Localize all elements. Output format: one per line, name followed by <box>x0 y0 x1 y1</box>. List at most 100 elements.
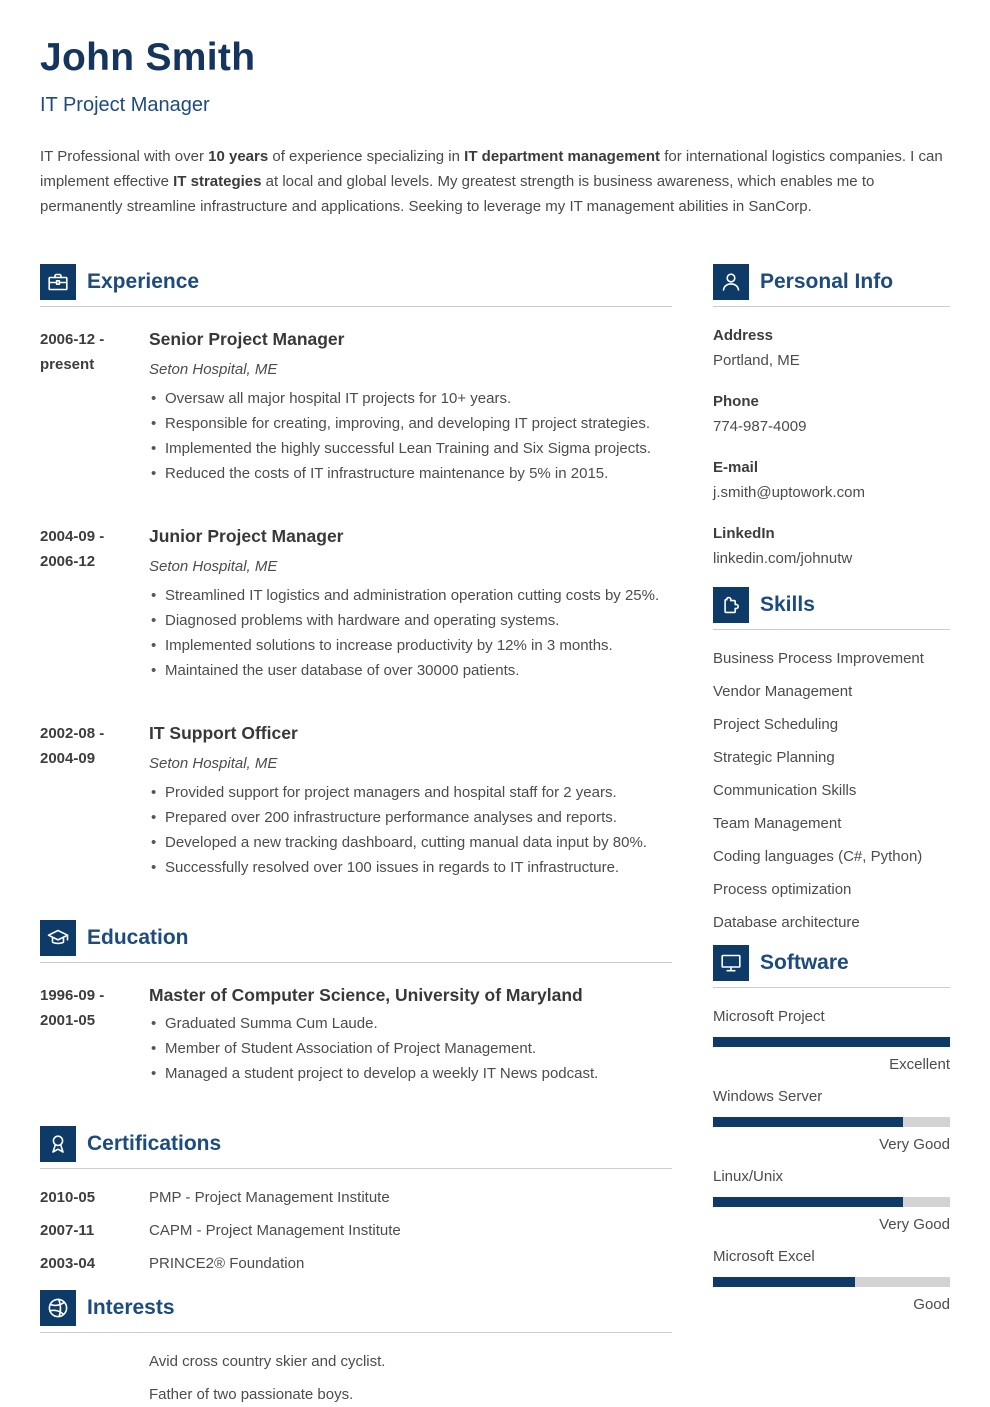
bullet-item: Implemented the highly successful Lean T… <box>149 436 672 461</box>
section-title: Skills <box>760 593 815 617</box>
skill-item: Strategic Planning <box>713 748 835 766</box>
interest-text: Avid cross country skier and cyclist. <box>149 1352 386 1370</box>
date-from: 2006-12 - <box>40 330 105 348</box>
section-education: Education 1996-09 - 2001-05 Master of Comp… <box>40 919 672 1086</box>
summary-bold-segment: 10 years <box>208 147 269 165</box>
entry-dates: 2004-09 - 2006-12 <box>40 524 149 683</box>
personal-info-field: Address Portland, ME <box>713 323 950 373</box>
entry-body: IT Support Officer Seton Hospital, ME Prov… <box>149 721 672 880</box>
date-to: 2001-05 <box>40 1011 96 1029</box>
bullet-item: Prepared over 200 infrastructure perform… <box>149 805 672 830</box>
award-ribbon-icon <box>40 1125 76 1162</box>
entry-bullets: Provided support for project managers an… <box>149 780 672 880</box>
skill-item: Communication Skills <box>713 781 857 799</box>
certification-date: 2010-05 <box>40 1188 96 1206</box>
section-experience: Experience 2006-12 - present Senior Projec… <box>40 263 672 880</box>
personal-info-field: Phone 774-987-4009 <box>713 389 950 439</box>
software-name: Linux/Unix <box>713 1167 784 1185</box>
entry-title: Junior Project Manager <box>149 525 344 546</box>
personal-info-field: LinkedIn linkedin.com/johnutw <box>713 521 950 571</box>
summary-segment: for international logistics companies. I… <box>40 147 943 190</box>
entry-title: Master of Computer Science, University o… <box>149 984 583 1005</box>
interest-spacer <box>40 1382 149 1407</box>
software-name: Microsoft Project <box>713 1007 825 1025</box>
entry-title: IT Support Officer <box>149 722 298 743</box>
certification-date: 2003-04 <box>40 1254 96 1272</box>
bullet-item: Reduced the costs of IT infrastructure m… <box>149 461 672 486</box>
software-name: Windows Server <box>713 1087 823 1105</box>
experience-entries: 2006-12 - present Senior Project Manager Se… <box>40 327 672 880</box>
bullet-item: Successfully resolved over 100 issues in… <box>149 855 672 880</box>
interest-rows: Avid cross country skier and cyclist. Fat… <box>40 1349 672 1407</box>
software-item: Windows Server Very Good <box>713 1084 950 1157</box>
graduation-cap-icon <box>40 919 76 956</box>
summary-bold-segment: IT strategies <box>173 172 262 190</box>
date-from: 2004-09 - <box>40 527 105 545</box>
certification-row: 2007-11 CAPM - Project Management Institu… <box>40 1218 672 1243</box>
summary-segment: IT Professional with over <box>40 147 209 165</box>
section-header: Education <box>40 919 672 963</box>
software-item: Microsoft Excel Good <box>713 1244 950 1317</box>
section-title: Certifications <box>87 1132 222 1156</box>
section-title: Interests <box>87 1296 175 1320</box>
section-title: Experience <box>87 270 200 294</box>
section-software: Software Microsoft Project Excellent Windo… <box>713 944 950 1317</box>
person-name: John Smith <box>40 36 256 79</box>
proficiency-level: Excellent <box>889 1055 950 1073</box>
interest-row: Father of two passionate boys. <box>40 1382 672 1407</box>
skill-item: Project Scheduling <box>713 715 839 733</box>
skill-item: Coding languages (C#, Python) <box>713 847 923 865</box>
experience-entry: 2002-08 - 2004-09 IT Support Officer Seton … <box>40 721 672 880</box>
section-header: Interests <box>40 1289 672 1333</box>
bullet-item: Developed a new tracking dashboard, cutt… <box>149 830 672 855</box>
skill-item: Team Management <box>713 814 842 832</box>
bullet-item: Provided support for project managers an… <box>149 780 672 805</box>
side-column: Personal Info Address Portland, ME Phone 77… <box>713 263 950 1407</box>
proficiency-level: Good <box>913 1295 950 1313</box>
skill-item: Database architecture <box>713 913 860 931</box>
certification-label: PMP - Project Management Institute <box>149 1188 390 1206</box>
bullet-item: Diagnosed problems with hardware and ope… <box>149 608 672 633</box>
section-interests: Interests Avid cross country skier and c… <box>40 1289 672 1407</box>
personal-info-field: E-mail j.smith@uptowork.com <box>713 455 950 505</box>
skills-list: Business Process Improvement Vendor Manag… <box>713 642 950 939</box>
entry-company: Seton Hospital, ME <box>149 360 278 378</box>
certification-label: CAPM - Project Management Institute <box>149 1221 401 1239</box>
summary-text: IT Professional with over 10 years of ex… <box>40 144 950 219</box>
field-label: LinkedIn <box>713 524 775 542</box>
field-value: Portland, ME <box>713 351 800 369</box>
interest-row: Avid cross country skier and cyclist. <box>40 1349 672 1374</box>
certification-row: 2003-04 PRINCE2® Foundation <box>40 1251 672 1276</box>
entry-company: Seton Hospital, ME <box>149 557 278 575</box>
interest-spacer <box>40 1349 149 1374</box>
date-from: 2002-08 - <box>40 724 105 742</box>
entry-company: Seton Hospital, ME <box>149 754 278 772</box>
summary-segment: at local and global levels. My greatest … <box>40 172 875 215</box>
field-value: linkedin.com/johnutw <box>713 549 853 567</box>
entry-dates: 2006-12 - present <box>40 327 149 486</box>
certification-rows: 2010-05 PMP - Project Management Institut… <box>40 1185 672 1276</box>
skill-item: Process optimization <box>713 880 852 898</box>
personal-info-fields: Address Portland, ME Phone 774-987-4009 E-ma… <box>713 323 950 571</box>
certification-row: 2010-05 PMP - Project Management Institut… <box>40 1185 672 1210</box>
bullet-item: Managed a student project to develop a w… <box>149 1061 672 1086</box>
proficiency-level: Very Good <box>879 1135 950 1153</box>
field-value: 774-987-4009 <box>713 417 807 435</box>
software-item: Microsoft Project Excellent <box>713 1004 950 1077</box>
software-name: Microsoft Excel <box>713 1247 815 1265</box>
entry-title: Senior Project Manager <box>149 328 345 349</box>
date-to: present <box>40 355 95 373</box>
section-header: Experience <box>40 263 672 307</box>
proficiency-level: Very Good <box>879 1215 950 1233</box>
experience-entry: 2004-09 - 2006-12 Junior Project Manager Se… <box>40 524 672 683</box>
person-icon <box>713 263 749 300</box>
date-to: 2004-09 <box>40 749 96 767</box>
entry-dates: 1996-09 - 2001-05 <box>40 983 149 1086</box>
entry-body: Master of Computer Science, University o… <box>149 983 672 1086</box>
ball-icon <box>40 1289 76 1326</box>
proficiency-bar-track <box>713 1276 950 1287</box>
job-title: IT Project Manager <box>40 93 210 116</box>
field-label: E-mail <box>713 458 759 476</box>
proficiency-bar-track <box>713 1116 950 1127</box>
proficiency-bar-fill <box>713 1276 856 1287</box>
